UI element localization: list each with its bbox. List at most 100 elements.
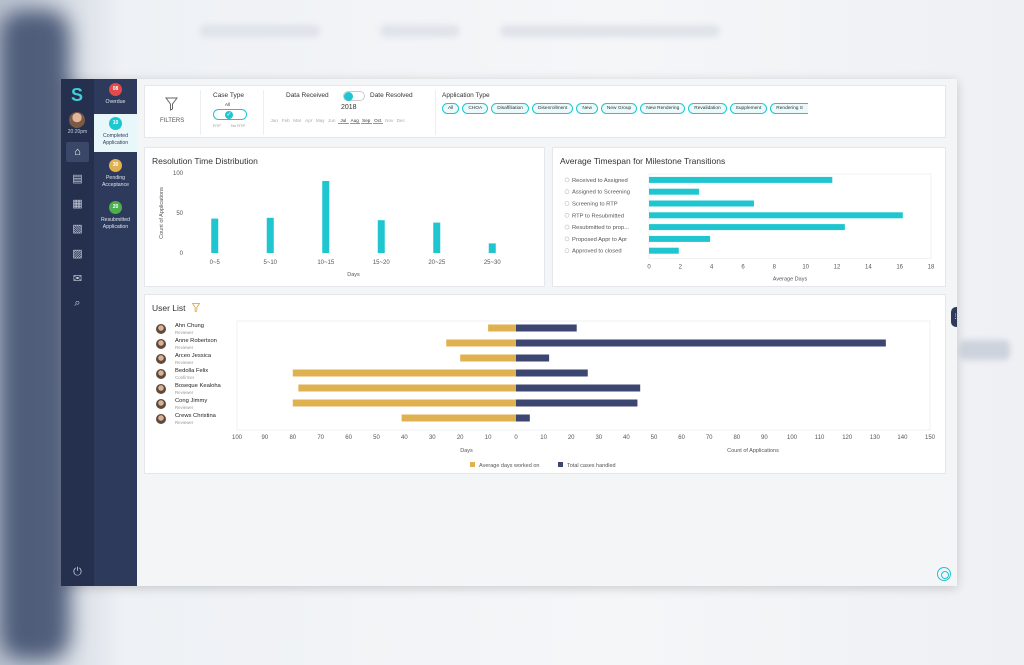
month-nov[interactable]: Nov (385, 118, 394, 123)
divider (200, 90, 201, 135)
filter-funnel-icon[interactable] (165, 97, 178, 111)
bar-days (488, 324, 516, 332)
month-jul[interactable]: Jul (338, 118, 349, 124)
month-jun[interactable]: Jun (328, 118, 336, 123)
avatar (156, 354, 166, 364)
x-tick-label: 150 (925, 435, 936, 441)
bar-days (298, 384, 516, 392)
chip-application-type[interactable]: New Rendering (640, 103, 686, 114)
status-overdue[interactable]: 08 Overdue (94, 83, 137, 115)
month-apr[interactable]: Apr (305, 118, 313, 123)
divider (435, 90, 436, 135)
status-column: 08 Overdue 10 Completed Application 30 P… (94, 79, 137, 586)
month-may[interactable]: May (315, 118, 325, 123)
bar (649, 247, 679, 254)
clipboard-icon[interactable]: ▤ (72, 172, 83, 185)
user-role: Reviewer (175, 405, 194, 410)
date-resolved-label[interactable]: Date Resolved (370, 92, 413, 99)
x-tick-label: 30 (595, 435, 602, 441)
help-button[interactable] (937, 567, 951, 581)
x-tick-label: 90 (262, 435, 269, 441)
toggle-knob (344, 92, 353, 101)
month-feb[interactable]: Feb (281, 118, 290, 123)
user-role: Reviewer (175, 330, 194, 335)
bar-cases (516, 414, 530, 422)
avatar (156, 339, 166, 349)
date-mode-toggle[interactable] (343, 91, 365, 101)
chip-application-type[interactable]: Revalidation (688, 103, 727, 114)
user-row[interactable]: Arceo Jessica Reviewer (156, 353, 246, 368)
month-oct[interactable]: Oct (372, 118, 383, 124)
month-dec[interactable]: Dec (396, 118, 405, 123)
category-label: Proposed Appr to Apr (572, 237, 627, 243)
month-sep[interactable]: Sep (361, 118, 372, 124)
status-resubmitted[interactable]: 20 Resubmitted Application (94, 201, 137, 237)
y-tick-label: 0 (180, 251, 184, 257)
status-count-badge: 20 (109, 201, 122, 214)
bar-cases (516, 399, 638, 407)
month-mar[interactable]: Mar (293, 118, 302, 123)
month-aug[interactable]: Aug (349, 118, 360, 124)
user-row[interactable]: Anne Robertson Reviewer (156, 338, 246, 353)
bar-cases (516, 324, 577, 332)
bar-days (401, 414, 516, 422)
right-axis-label: Count of Applications (727, 448, 779, 454)
document-icon[interactable]: ▧ (72, 222, 83, 235)
status-label: Pending Acceptance (101, 175, 130, 188)
bar (649, 200, 754, 207)
category-bullet (564, 224, 570, 230)
user-row[interactable]: Bedolla Felix Confirmer (156, 368, 246, 383)
x-tick-label: 10 (540, 435, 547, 441)
y-tick-label: 50 (176, 211, 183, 217)
user-row[interactable]: Crews Christina Reviewer (156, 413, 246, 428)
side-panel-handle[interactable]: ⋮ (951, 307, 957, 327)
chip-application-type[interactable]: Supplement (729, 103, 768, 114)
user-role: Reviewer (175, 420, 194, 425)
user-name: Bedolla Felix (175, 368, 209, 374)
power-icon[interactable]: ⏻ (73, 565, 82, 578)
category-bullet (564, 236, 570, 242)
chip-application-type[interactable]: New Group (600, 103, 638, 114)
bar (377, 220, 385, 253)
chip-application-type[interactable]: Rendering S (770, 103, 808, 114)
user-avatar[interactable] (69, 112, 85, 128)
chip-application-type[interactable]: Disenrollment (531, 103, 574, 114)
user-row[interactable]: Ahn Chung Reviewer (156, 323, 246, 338)
home-icon[interactable]: ⌂ (66, 142, 89, 162)
x-tick-label: 40 (401, 435, 408, 441)
x-tick-label: 110 (815, 435, 825, 441)
year-label[interactable]: 2018 (341, 104, 357, 111)
chip-application-type[interactable]: All (442, 103, 460, 114)
filter-bar: FILTERS Case Type All ✓ RTP No RTP Data … (144, 85, 946, 138)
user-row[interactable]: Cong Jimmy Reviewer (156, 398, 246, 413)
buildings-icon[interactable]: ▦ (72, 197, 83, 210)
date-received-label[interactable]: Data Received (286, 92, 329, 99)
resolution-time-panel: Resolution Time Distribution 0 50 100 Count… (144, 147, 545, 287)
category-bullet (564, 248, 570, 253)
status-pending[interactable]: 30 Pending Acceptance (94, 159, 137, 195)
status-completed[interactable]: 10 Completed Application (94, 114, 137, 152)
month-jan[interactable]: Jan (270, 118, 278, 123)
case-type-toggle[interactable]: ✓ (213, 109, 247, 120)
user-row[interactable]: Boseque Kealoha Reviewer (156, 383, 246, 398)
chip-application-type[interactable]: New (576, 103, 598, 114)
bar-days (446, 339, 516, 347)
x-tick-label: 15~20 (373, 260, 391, 266)
legend-swatch (558, 462, 563, 467)
mail-icon[interactable]: ✉ (72, 272, 83, 285)
filter-funnel-icon[interactable] (192, 303, 200, 312)
bar-days (460, 354, 516, 362)
chip-application-type[interactable]: Disaffiliation (491, 103, 529, 114)
search-doc-icon[interactable]: ⌕ (74, 296, 81, 309)
report-icon[interactable]: ▨ (72, 247, 83, 260)
user-name: Crews Christina (175, 413, 216, 419)
app-logo-icon[interactable]: S (70, 85, 83, 105)
bar-days (292, 369, 516, 377)
category-label: Assigned to Screening (572, 190, 630, 196)
x-tick-label: 130 (870, 435, 881, 441)
case-type-all-label: All (225, 102, 231, 107)
x-tick-label: 90 (761, 435, 768, 441)
x-tick-label: 50 (373, 435, 380, 441)
chip-application-type[interactable]: CHOA (462, 103, 489, 114)
bar-cases (516, 354, 550, 362)
